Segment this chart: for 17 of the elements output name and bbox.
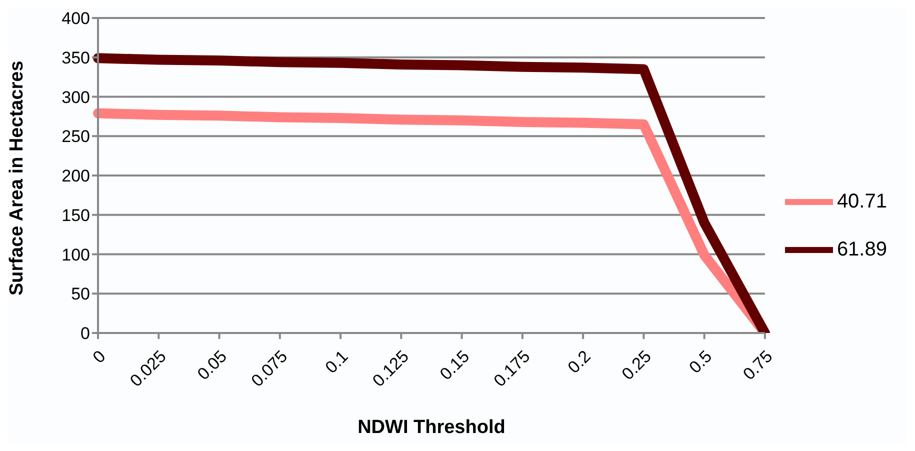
y-tick-label: 0 <box>80 324 90 344</box>
x-tick-label: 0 <box>89 346 110 368</box>
y-tick-label: 200 <box>62 166 90 186</box>
y-tick-label: 350 <box>62 48 90 68</box>
y-tick-label: 300 <box>62 88 90 107</box>
y-tick-label: 150 <box>62 206 90 225</box>
y-tick-label: 250 <box>62 127 90 146</box>
x-tick-label: 0.5 <box>685 346 716 378</box>
y-tick-label: 400 <box>62 9 90 28</box>
x-axis-title: NDWI Threshold <box>358 417 506 438</box>
y-tick-label: 100 <box>62 245 90 264</box>
y-tick-label: 50 <box>71 284 90 304</box>
y-axis-title: Surface Area in Hectacres <box>6 60 28 296</box>
legend-label: 40.71 <box>836 190 887 212</box>
x-tick-label: 0.1 <box>322 346 352 378</box>
x-tick-label: 0.2 <box>564 346 594 378</box>
legend-label: 61.89 <box>836 238 887 260</box>
